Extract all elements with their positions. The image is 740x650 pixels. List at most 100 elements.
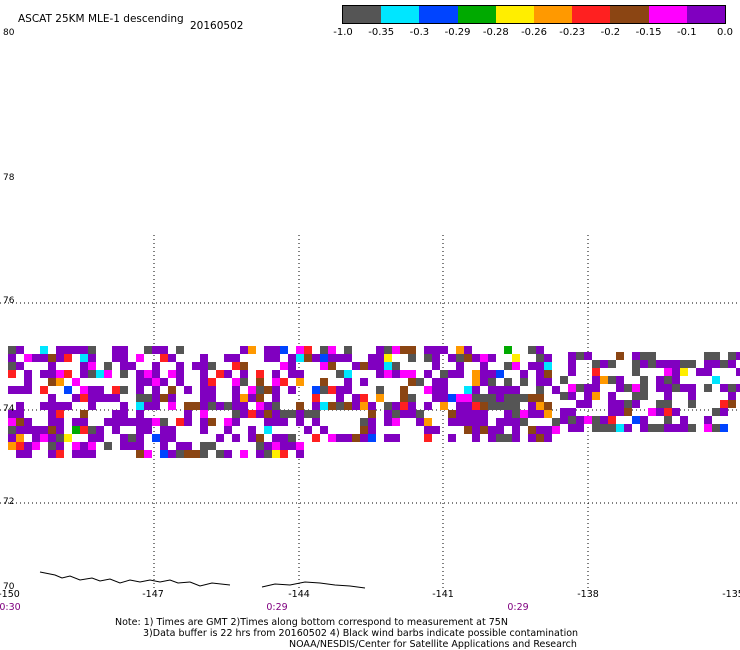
mle-cell (280, 378, 288, 386)
mle-cell (728, 352, 736, 360)
mle-cell (120, 410, 128, 418)
mle-cell (16, 426, 24, 434)
mle-cell (704, 352, 712, 360)
mle-cell (448, 354, 456, 362)
mle-cell (392, 346, 400, 354)
mle-cell (376, 346, 384, 354)
mle-cell (240, 394, 248, 402)
lon-label-141: -141 (432, 589, 454, 600)
mle-cell (608, 376, 616, 384)
mle-cell (536, 386, 544, 394)
colorbar-swatch (610, 6, 649, 23)
mle-cell (424, 434, 432, 442)
mle-cell (360, 426, 368, 434)
mle-cell (656, 400, 664, 408)
mle-cell (536, 394, 544, 402)
mle-cell (360, 378, 368, 386)
mle-cell (568, 408, 576, 416)
mle-cell (16, 402, 24, 410)
mle-cell (408, 394, 416, 402)
mle-cell (416, 410, 424, 418)
mle-cell (296, 410, 304, 418)
mle-cell (64, 434, 72, 442)
mle-cell (456, 418, 464, 426)
mle-cell (656, 360, 664, 368)
mle-cell (568, 424, 576, 432)
mle-cell (472, 354, 480, 362)
mle-cell (488, 378, 496, 386)
mle-cell (728, 360, 736, 368)
mle-cell (104, 442, 112, 450)
mle-cell (344, 378, 352, 386)
mle-cell (408, 402, 416, 410)
mle-cell (24, 386, 32, 394)
mle-cell (424, 386, 432, 394)
mle-cell (16, 410, 24, 418)
mle-cell (584, 384, 592, 392)
mle-cell (480, 354, 488, 362)
mle-cell (40, 354, 48, 362)
mle-cell (496, 394, 504, 402)
mle-cell (536, 362, 544, 370)
mle-cell (488, 426, 496, 434)
mle-cell (144, 346, 152, 354)
mle-cell (72, 378, 80, 386)
mle-cell (296, 418, 304, 426)
mle-cell (392, 434, 400, 442)
mle-cell (408, 346, 416, 354)
mle-cell (632, 400, 640, 408)
mle-cell (712, 352, 720, 360)
mle-cell (424, 346, 432, 354)
mle-cell (80, 346, 88, 354)
figure-title: ASCAT 25KM MLE-1 descending (18, 13, 184, 25)
mle-cell (632, 384, 640, 392)
colorbar-tick-label: -0.23 (559, 27, 586, 38)
mle-cell (344, 354, 352, 362)
mle-cell (616, 376, 624, 384)
mle-cell (232, 434, 240, 442)
mle-cell (128, 418, 136, 426)
mle-cell (368, 426, 376, 434)
mle-cell (464, 402, 472, 410)
time-label-2: 0:29 (266, 602, 288, 613)
mle-cell (88, 402, 96, 410)
colorbar-tick-label: 0.0 (717, 27, 733, 38)
colorbar-tick-label: -1.0 (333, 27, 353, 38)
mle-cell (512, 402, 520, 410)
mle-cell (64, 354, 72, 362)
mle-cell (120, 362, 128, 370)
mle-cell (640, 424, 648, 432)
mle-cell (536, 426, 544, 434)
mle-cell (80, 410, 88, 418)
mle-cell (472, 378, 480, 386)
mle-cell (464, 354, 472, 362)
mle-cell (200, 354, 208, 362)
mle-cell (184, 386, 192, 394)
mle-cell (168, 354, 176, 362)
mle-cell (504, 434, 512, 442)
mle-cell (640, 392, 648, 400)
mle-cell (480, 370, 488, 378)
colorbar-tick-label: -0.29 (444, 27, 471, 38)
mle-cell (520, 410, 528, 418)
mle-cell (376, 354, 384, 362)
mle-cell (440, 402, 448, 410)
mle-cell (112, 410, 120, 418)
mle-cell (512, 410, 520, 418)
coastline (39, 571, 366, 589)
mle-cell (152, 418, 160, 426)
mle-cell (120, 434, 128, 442)
mle-cell (512, 354, 520, 362)
mle-cell (240, 362, 248, 370)
mle-cell (480, 426, 488, 434)
colorbar (342, 5, 726, 24)
mle-cell (160, 378, 168, 386)
mle-cell (568, 360, 576, 368)
colorbar-swatch (343, 6, 382, 23)
mle-cell (152, 402, 160, 410)
mle-cell (456, 362, 464, 370)
mle-cell (312, 418, 320, 426)
colorbar-tick-label: -0.28 (482, 27, 509, 38)
mle-cell (256, 394, 264, 402)
mle-cell (512, 426, 520, 434)
